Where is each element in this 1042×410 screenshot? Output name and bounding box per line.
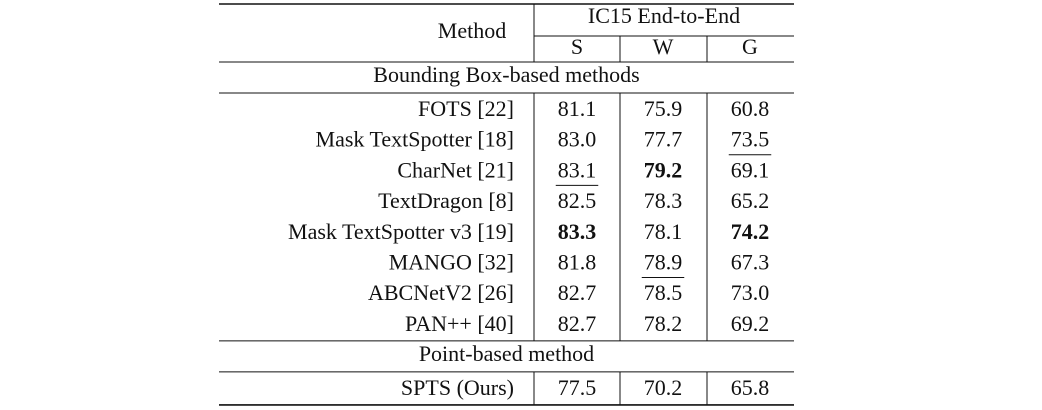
method-name: Mask TextSpotter [18]	[316, 127, 514, 152]
score: 65.8	[731, 375, 770, 400]
score: 77.7	[644, 127, 683, 152]
group-header: IC15 End-to-End	[588, 3, 740, 28]
score: 75.9	[644, 96, 683, 121]
score: 67.3	[731, 250, 770, 275]
score: 83.1	[558, 157, 597, 182]
score: 78.5	[644, 280, 683, 305]
score: 60.8	[731, 96, 770, 121]
score: 74.2	[731, 219, 770, 244]
score: 65.2	[731, 188, 770, 213]
column-header: G	[742, 34, 758, 59]
method-name: ABCNetV2 [26]	[368, 280, 514, 305]
column-header: W	[653, 34, 674, 59]
score: 78.1	[644, 219, 683, 244]
method-name: Mask TextSpotter v3 [19]	[288, 219, 514, 244]
score: 82.7	[558, 311, 597, 336]
score: 82.5	[558, 188, 597, 213]
method-name: FOTS [22]	[418, 96, 514, 121]
method-name: TextDragon [8]	[378, 188, 514, 213]
score: 69.1	[731, 157, 770, 182]
method-name: PAN++ [40]	[405, 311, 514, 336]
score: 83.0	[558, 127, 597, 152]
score: 73.5	[731, 127, 770, 152]
score: 70.2	[644, 375, 683, 400]
score: 78.3	[644, 188, 683, 213]
score: 81.8	[558, 250, 597, 275]
score: 83.3	[558, 219, 597, 244]
score: 82.7	[558, 280, 597, 305]
score: 81.1	[558, 96, 597, 121]
score: 77.5	[558, 375, 597, 400]
section-title: Point-based method	[419, 341, 594, 366]
score: 79.2	[644, 157, 683, 182]
method-header: Method	[438, 18, 506, 43]
method-name: MANGO [32]	[389, 250, 514, 275]
method-name: CharNet [21]	[397, 157, 514, 182]
method-name: SPTS (Ours)	[401, 375, 514, 400]
score: 78.9	[644, 250, 683, 275]
section-title: Bounding Box-based methods	[373, 62, 639, 87]
column-header: S	[571, 34, 583, 59]
score: 69.2	[731, 311, 770, 336]
score: 78.2	[644, 311, 683, 336]
score: 73.0	[731, 280, 770, 305]
